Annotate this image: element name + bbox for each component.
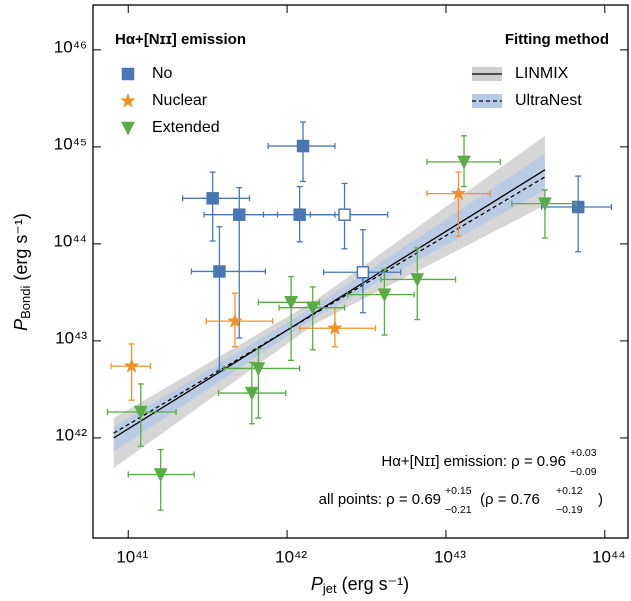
annotation-sup: +0.12 [556, 485, 583, 497]
marker [233, 208, 246, 221]
x-tick-label: 10⁴⁴ [592, 547, 626, 566]
marker [410, 273, 425, 288]
marker [284, 296, 299, 310]
marker [327, 320, 343, 335]
marker [538, 197, 552, 212]
annotation-sup: +0.03 [570, 447, 597, 459]
y-label-symbol: P [11, 319, 31, 331]
marker [571, 200, 585, 214]
x-tick-label: 10⁴³ [434, 547, 466, 566]
marker [153, 468, 168, 483]
marker [356, 266, 370, 279]
marker [296, 139, 310, 153]
legend-label: LINMIX [515, 65, 569, 82]
marker [251, 362, 266, 377]
marker [213, 265, 226, 278]
annotation: ) [598, 491, 603, 508]
y-tick-label: 10⁴⁴ [53, 231, 87, 250]
x-label-units: (erg s⁻¹) [342, 574, 410, 594]
fit-line [113, 169, 546, 439]
legend-label: No [152, 65, 173, 82]
x-label-symbol: P [311, 574, 323, 594]
annotation-sub: −0.21 [445, 504, 472, 516]
x-axis-label: Pjet (erg s⁻¹) [311, 574, 409, 597]
marker [206, 192, 219, 205]
annotation: Hα+[Nɪɪ] emission: ρ = 0.96 [381, 453, 566, 470]
marker [377, 288, 392, 303]
marker [121, 121, 135, 136]
marker [293, 208, 306, 221]
legend-label: Extended [152, 119, 220, 136]
y-label-subscript: Bondi [18, 286, 33, 319]
x-tick-label: 10⁴² [275, 547, 307, 566]
annotation-sub: −0.19 [556, 504, 583, 516]
marker [244, 386, 259, 401]
y-axis-label: PBondi (erg s⁻¹) [11, 213, 34, 331]
legend-title: Hα+[Nɪɪ] emission [115, 31, 246, 48]
y-tick-label: 10⁴⁵ [54, 134, 87, 153]
annotation-sub: −0.09 [570, 466, 597, 478]
marker [123, 357, 140, 373]
fits-legend-title: Fitting method [505, 31, 609, 48]
x-label-subscript: jet [322, 581, 337, 596]
annotation: all points: ρ = 0.69 [319, 491, 441, 508]
marker [450, 185, 467, 201]
legend-label: UltraNest [515, 92, 582, 109]
plot-frame [92, 4, 629, 539]
annotation-sup: +0.15 [445, 485, 472, 497]
marker [121, 67, 135, 81]
marker [457, 155, 471, 170]
annotation: (ρ = 0.76 [480, 491, 540, 508]
legend-label: Nuclear [152, 92, 208, 109]
x-tick-label: 10⁴¹ [116, 547, 148, 566]
marker [227, 312, 243, 328]
marker [338, 208, 351, 221]
marker [133, 405, 148, 420]
y-label-units: (erg s⁻¹) [11, 213, 31, 281]
fit-band [113, 153, 545, 452]
y-tick-label: 10⁴² [55, 425, 87, 444]
y-tick-label: 10⁴⁶ [54, 37, 87, 56]
marker [120, 92, 136, 108]
y-tick-label: 10⁴³ [55, 328, 87, 347]
marker [305, 301, 320, 316]
